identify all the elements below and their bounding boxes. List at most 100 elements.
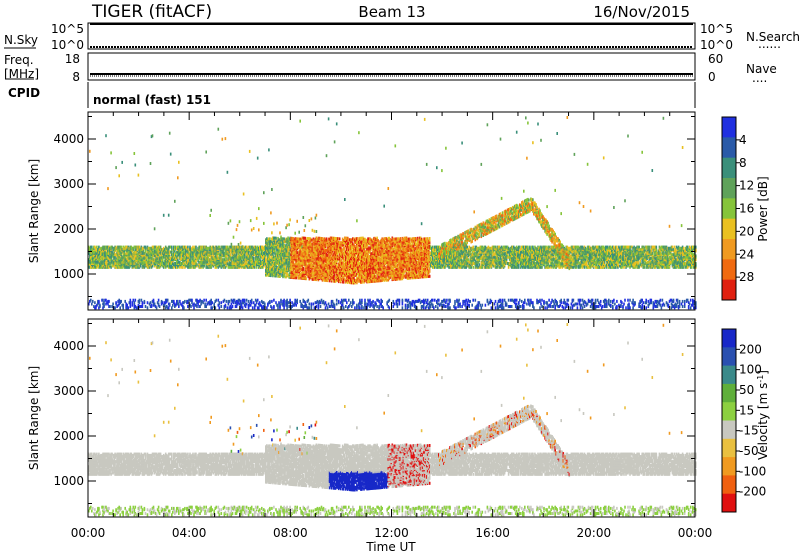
scatter-cell	[356, 304, 358, 307]
scatter-cell	[353, 301, 355, 304]
scatter-cell	[363, 306, 365, 309]
scatter-cell	[248, 300, 250, 303]
scatter-cell	[254, 306, 256, 309]
scatter-cell	[221, 301, 223, 304]
scatter-cell	[266, 306, 268, 309]
scatter-cell	[184, 300, 186, 303]
scatter-cell	[315, 217, 317, 220]
scatter-cell	[246, 299, 248, 302]
scatter-cell	[344, 198, 346, 201]
scatter-cell	[145, 246, 147, 249]
scatter-cell	[179, 300, 181, 303]
scatter-cell	[130, 303, 132, 306]
scatter-cell	[177, 176, 179, 179]
nave-dots: ....	[752, 71, 767, 85]
scatter-cell	[130, 299, 132, 302]
scatter-cell	[108, 300, 110, 303]
scatter-cell	[138, 174, 140, 177]
scatter-cell	[156, 306, 158, 309]
scatter-cell	[118, 174, 120, 177]
scatter-cell	[163, 214, 165, 217]
scatter-cell	[211, 301, 213, 304]
scatter-cell	[263, 222, 265, 225]
scatter-cell	[240, 242, 242, 245]
scatter-cell	[339, 237, 341, 240]
scatter-cell	[219, 306, 221, 309]
scatter-cell	[280, 299, 282, 302]
power-scatter-data	[88, 116, 697, 309]
scatter-cell	[256, 217, 258, 220]
scatter-cell	[334, 304, 336, 307]
scatter-cell	[311, 303, 313, 306]
scatter-cell	[91, 303, 93, 306]
scatter-cell	[209, 214, 211, 217]
scatter-cell	[89, 150, 91, 153]
scatter-cell	[269, 237, 271, 240]
scatter-cell	[120, 300, 122, 303]
scatter-cell	[195, 246, 197, 249]
scatter-cell	[283, 306, 285, 309]
scatter-cell	[170, 153, 172, 156]
scatter-cell	[336, 303, 338, 306]
scatter-cell	[159, 305, 161, 308]
scatter-cell	[246, 303, 248, 306]
date-label: 16/Nov/2015	[593, 3, 690, 21]
scatter-cell	[286, 224, 288, 227]
scatter-cell	[221, 305, 223, 308]
scatter-cell	[114, 306, 116, 309]
scatter-cell	[205, 151, 207, 154]
scatter-cell	[169, 132, 171, 135]
scatter-cell	[178, 161, 180, 164]
scatter-cell	[128, 306, 130, 309]
scatter-cell	[308, 299, 310, 302]
scatter-cell	[151, 304, 153, 307]
scatter-cell	[90, 299, 92, 302]
scatter-cell	[182, 266, 184, 269]
scatter-cell	[268, 148, 270, 151]
scatter-cell	[246, 246, 248, 249]
scatter-cell	[357, 237, 359, 240]
scatter-cell	[304, 229, 306, 232]
scatter-cell	[271, 300, 273, 303]
scatter-cell	[343, 306, 345, 309]
scatter-cell	[218, 128, 220, 131]
scatter-cell	[284, 265, 286, 268]
scatter-cell	[229, 300, 231, 303]
scatter-cell	[193, 306, 195, 309]
scatter-cell	[230, 253, 232, 256]
scatter-cell	[239, 220, 241, 223]
scatter-cell	[112, 303, 114, 306]
scatter-cell	[107, 187, 109, 190]
scatter-cell	[249, 150, 251, 153]
scatter-cell	[271, 231, 273, 234]
scatter-cell	[139, 299, 141, 302]
scatter-cell	[354, 306, 356, 309]
scatter-cell	[216, 299, 218, 302]
scatter-cell	[318, 306, 320, 309]
scatter-cell	[320, 305, 322, 308]
scatter-cell	[256, 266, 258, 269]
scatter-cell	[257, 299, 259, 302]
scatter-cell	[124, 300, 126, 303]
scatter-cell	[190, 305, 192, 308]
scatter-cell	[227, 306, 229, 309]
scatter-cell	[328, 117, 330, 120]
scatter-cell	[364, 299, 366, 302]
scatter-cell	[173, 300, 175, 303]
nave-tick-top: 60	[708, 52, 723, 66]
scatter-cell	[299, 300, 301, 303]
scatter-cell	[361, 305, 363, 308]
nsky-panel: N.Sky 10^5 10^0 10^5 10^0 N.Search .....…	[4, 22, 800, 52]
scatter-cell	[224, 299, 226, 302]
scatter-cell	[251, 299, 253, 302]
scatter-cell	[303, 216, 305, 219]
scatter-cell	[359, 306, 361, 309]
scatter-cell	[250, 219, 252, 222]
scatter-cell	[219, 301, 221, 304]
scatter-cell	[314, 230, 316, 233]
scatter-cell	[121, 161, 123, 164]
scatter-cell	[258, 228, 260, 231]
scatter-cell	[144, 300, 146, 303]
nsky-label: N.Sky	[4, 33, 38, 47]
